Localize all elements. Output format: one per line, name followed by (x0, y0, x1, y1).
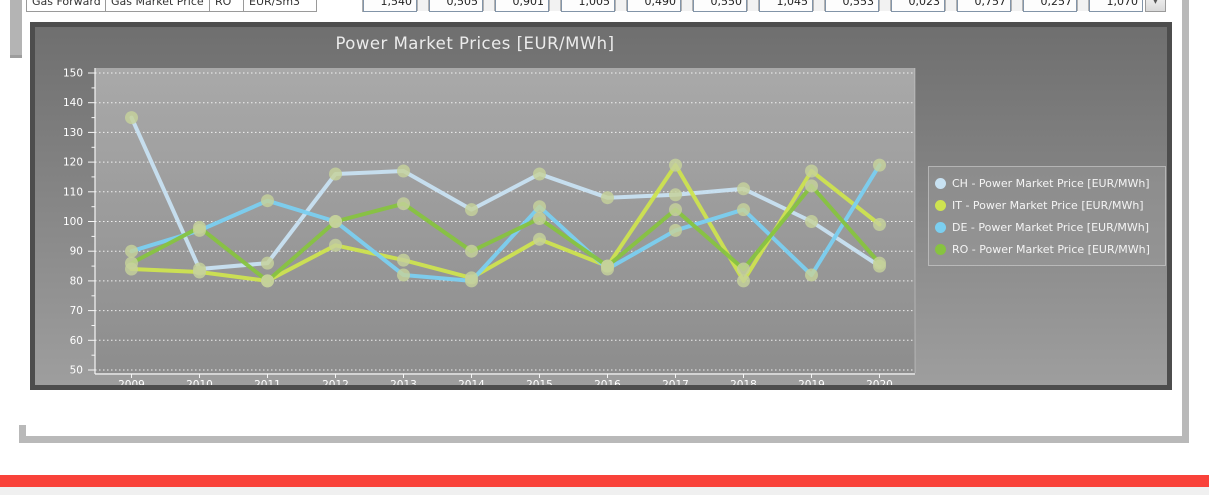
svg-text:2019: 2019 (798, 379, 825, 385)
table-value-cell[interactable]: 0,901 (495, 0, 549, 12)
chart-title: Power Market Prices [EUR/MWh] (335, 34, 615, 53)
legend-marker-icon (935, 243, 946, 255)
gas-forward-table-row: Gas Forward Gas Market Price RO EUR/Sm3 1,5… (26, 0, 1166, 12)
svg-text:2014: 2014 (458, 379, 485, 385)
svg-text:2015: 2015 (526, 379, 553, 385)
table-value-cell[interactable]: 0,505 (429, 0, 483, 12)
cell-separator (681, 0, 693, 11)
legend-label: RO - Power Market Price [EUR/MWh] (952, 242, 1150, 256)
legend-marker-icon (935, 177, 946, 189)
cell-separator (879, 0, 891, 11)
cell-separator (945, 0, 957, 11)
table-value-cell[interactable]: 1,540 (363, 0, 417, 12)
table-value-cell[interactable]: 1,070 (1089, 0, 1143, 12)
cell-separator (813, 0, 825, 11)
svg-text:110: 110 (63, 186, 83, 198)
content-frame (19, 0, 1189, 443)
svg-text:2009: 2009 (118, 379, 145, 385)
cell-separator (417, 0, 429, 11)
table-header-cell: RO (209, 0, 244, 12)
table-value-cell[interactable]: 0,550 (693, 0, 747, 12)
svg-text:2013: 2013 (390, 379, 417, 385)
svg-text:100: 100 (63, 216, 83, 228)
legend-label: IT - Power Market Price [EUR/MWh] (952, 198, 1144, 212)
svg-text:2018: 2018 (730, 379, 757, 385)
table-header-cell: Gas Forward (26, 0, 106, 12)
footer-red-bar (0, 475, 1209, 487)
legend-marker-icon (935, 199, 946, 211)
svg-text:120: 120 (63, 157, 83, 169)
svg-text:2011: 2011 (254, 379, 281, 385)
legend-item[interactable]: RO - Power Market Price [EUR/MWh] (935, 238, 1159, 260)
svg-text:90: 90 (70, 246, 83, 258)
vertical-scrollbar-thumb[interactable] (10, 0, 22, 58)
svg-text:150: 150 (63, 68, 83, 80)
power-market-prices-chart-panel: Power Market Prices [EUR/MWh] 50 60 70 80 90… (30, 22, 1172, 390)
footer-grey-strip (0, 487, 1209, 495)
cell-separator (1011, 0, 1023, 11)
svg-text:2020: 2020 (866, 379, 893, 385)
svg-text:140: 140 (63, 97, 83, 109)
content-frame-corner (19, 425, 26, 443)
table-label-cells: Gas Forward Gas Market Price RO EUR/Sm3 (26, 0, 317, 12)
legend-marker-icon (935, 221, 946, 233)
dropdown-arrow-button[interactable]: ▼ (1145, 0, 1166, 12)
svg-text:2016: 2016 (594, 379, 621, 385)
cell-separator (549, 0, 561, 11)
legend-item[interactable]: IT - Power Market Price [EUR/MWh] (935, 194, 1159, 216)
svg-text:2010: 2010 (186, 379, 213, 385)
legend-item[interactable]: DE - Power Market Price [EUR/MWh] (935, 216, 1159, 238)
svg-text:130: 130 (63, 127, 83, 139)
legend-label: CH - Power Market Price [EUR/MWh] (952, 176, 1150, 190)
svg-text:50: 50 (70, 365, 83, 377)
price-line-chart: 50 60 70 80 90 100 110 120 130 140 150 2009 2010 2011… (63, 68, 916, 385)
table-value-cell[interactable]: 1,005 (561, 0, 615, 12)
table-value-cell[interactable]: 0,257 (1023, 0, 1077, 12)
chart-legend: CH - Power Market Price [EUR/MWh] IT - Po… (928, 166, 1166, 266)
svg-text:80: 80 (70, 275, 83, 287)
table-value-cell[interactable]: 0,757 (957, 0, 1011, 12)
svg-text:2017: 2017 (662, 379, 689, 385)
table-value-cells: 1,540 0,505 0,901 1,005 0,490 0,550 1,045 0,553… (363, 0, 1143, 12)
cell-separator (747, 0, 759, 11)
table-value-cell[interactable]: 0,023 (891, 0, 945, 12)
table-header-cell: EUR/Sm3 (243, 0, 317, 12)
svg-text:2012: 2012 (322, 379, 349, 385)
table-spacer (317, 0, 363, 12)
legend-item[interactable]: CH - Power Market Price [EUR/MWh] (935, 172, 1159, 194)
svg-text:70: 70 (70, 305, 83, 317)
svg-text:60: 60 (70, 335, 83, 347)
cell-separator (1077, 0, 1089, 11)
table-value-cell[interactable]: 0,490 (627, 0, 681, 12)
cell-separator (615, 0, 627, 11)
table-value-cell[interactable]: 1,045 (759, 0, 813, 12)
legend-label: DE - Power Market Price [EUR/MWh] (952, 220, 1150, 234)
cell-separator (483, 0, 495, 11)
table-value-cell[interactable]: 0,553 (825, 0, 879, 12)
table-header-cell: Gas Market Price (105, 0, 210, 12)
